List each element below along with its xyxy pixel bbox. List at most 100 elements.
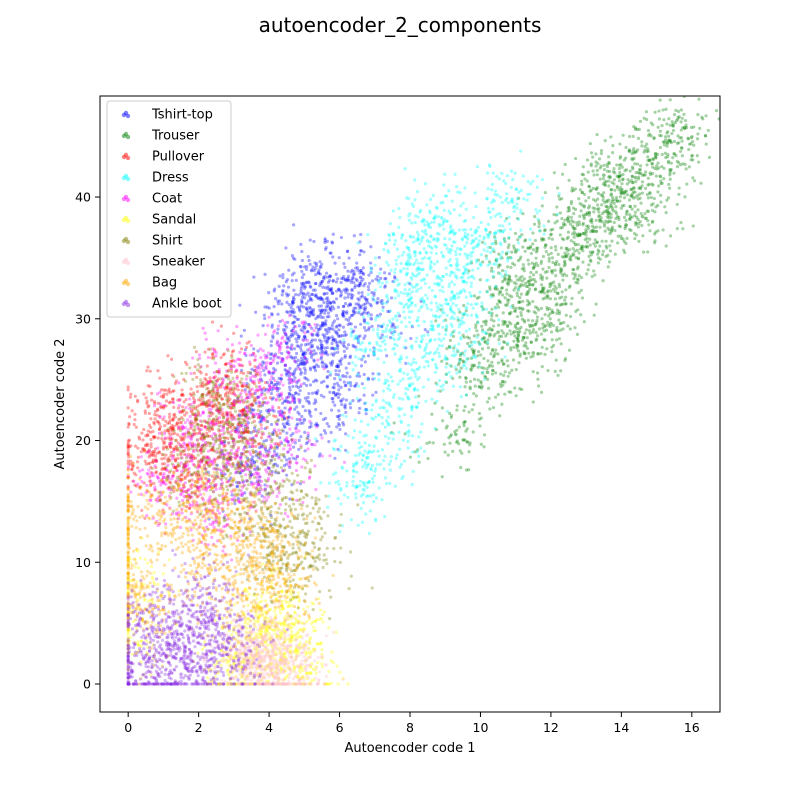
scatter-point	[263, 373, 267, 377]
scatter-point	[403, 316, 407, 320]
scatter-point	[305, 342, 310, 346]
scatter-point	[506, 374, 510, 378]
scatter-point	[513, 286, 518, 290]
scatter-point	[502, 238, 506, 242]
scatter-point	[398, 215, 402, 220]
scatter-point	[462, 280, 466, 284]
scatter-point	[515, 343, 519, 347]
scatter-point	[497, 342, 502, 346]
scatter-point	[581, 223, 585, 227]
scatter-point	[466, 276, 470, 280]
scatter-point	[441, 285, 445, 289]
scatter-point	[305, 357, 309, 362]
scatter-point	[136, 446, 140, 450]
scatter-point	[620, 182, 624, 186]
scatter-point	[127, 421, 131, 426]
scatter-point	[470, 233, 474, 237]
scatter-point	[500, 274, 505, 278]
scatter-point	[531, 354, 535, 358]
scatter-point	[341, 311, 345, 316]
scatter-point	[634, 179, 638, 184]
scatter-point	[366, 285, 370, 289]
scatter-point	[411, 450, 415, 454]
scatter-point	[531, 273, 536, 277]
scatter-point	[244, 345, 249, 349]
scatter-point	[420, 304, 424, 308]
scatter-point	[401, 474, 405, 479]
scatter-point	[531, 400, 535, 404]
scatter-point	[286, 285, 291, 289]
scatter-point	[300, 258, 304, 263]
scatter-point	[461, 201, 465, 205]
scatter-point	[696, 132, 700, 136]
scatter-point	[466, 302, 470, 306]
scatter-point	[414, 374, 418, 379]
scatter-point	[564, 253, 568, 258]
scatter-point	[675, 165, 680, 169]
scatter-point	[326, 298, 331, 303]
scatter-point	[300, 284, 304, 288]
scatter-point	[287, 268, 291, 272]
scatter-point	[226, 415, 230, 419]
scatter-point	[439, 215, 444, 220]
scatter-point	[326, 369, 330, 374]
scatter-point	[376, 412, 381, 417]
scatter-point	[373, 263, 377, 267]
scatter-point	[158, 472, 162, 476]
scatter-point	[415, 450, 420, 454]
scatter-point	[374, 398, 378, 402]
scatter-point	[316, 314, 320, 318]
scatter-point	[464, 380, 468, 384]
scatter-point	[385, 409, 389, 413]
scatter-point	[522, 197, 526, 201]
scatter-point	[379, 349, 383, 353]
scatter-point	[320, 279, 324, 284]
scatter-point	[285, 416, 289, 420]
scatter-point	[382, 247, 386, 252]
scatter-point	[327, 424, 331, 428]
scatter-point	[445, 313, 449, 317]
scatter-point	[498, 290, 502, 294]
scatter-point	[452, 317, 456, 321]
scatter-point	[397, 396, 402, 401]
scatter-point	[270, 371, 275, 375]
scatter-point	[553, 245, 558, 249]
scatter-point	[301, 338, 305, 342]
scatter-point	[497, 337, 501, 342]
scatter-point	[682, 112, 686, 116]
scatter-point	[395, 343, 399, 348]
scatter-point	[423, 256, 427, 260]
scatter-point	[333, 338, 337, 342]
scatter-point	[361, 315, 366, 319]
scatter-point	[340, 276, 344, 281]
scatter-point	[262, 361, 266, 365]
scatter-point	[358, 430, 362, 434]
scatter-point	[410, 482, 414, 487]
scatter-point	[301, 281, 306, 285]
scatter-point	[560, 295, 564, 299]
scatter-point	[596, 191, 600, 195]
scatter-point	[339, 280, 343, 285]
scatter-point	[126, 385, 130, 389]
scatter-point	[404, 239, 408, 243]
scatter-point	[386, 372, 390, 376]
scatter-point	[515, 314, 520, 319]
scatter-point	[588, 237, 592, 241]
scatter-point	[411, 469, 415, 473]
scatter-point	[528, 238, 532, 242]
scatter-point	[580, 296, 585, 300]
scatter-point	[625, 209, 629, 213]
scatter-point	[486, 386, 491, 390]
scatter-point	[317, 304, 321, 308]
scatter-point	[482, 248, 486, 252]
scatter-point	[504, 192, 509, 196]
scatter-point	[423, 328, 427, 332]
scatter-point	[633, 236, 637, 241]
scatter-point	[595, 133, 599, 137]
scatter-point	[380, 448, 385, 452]
scatter-point	[366, 311, 370, 315]
scatter-point	[452, 208, 456, 212]
scatter-point	[390, 379, 395, 383]
scatter-point	[407, 384, 411, 388]
scatter-point	[313, 368, 318, 373]
